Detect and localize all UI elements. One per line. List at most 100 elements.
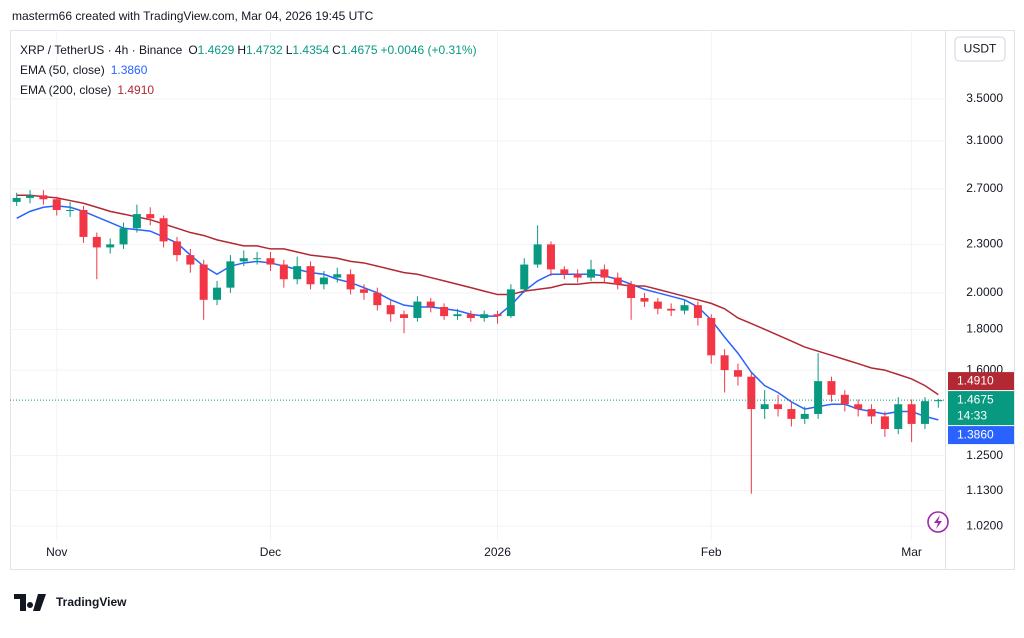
candle-body <box>92 236 101 248</box>
candle-body <box>720 355 729 371</box>
x-tick-label: Dec <box>260 545 281 559</box>
currency-button[interactable] <box>954 36 1006 62</box>
candle-body <box>239 258 248 262</box>
candle-body <box>493 314 502 317</box>
candle-body <box>707 317 716 356</box>
ohlc-label: O <box>188 43 198 57</box>
candle-body <box>199 264 208 300</box>
candle-body <box>119 228 128 245</box>
x-tick-label: Nov <box>46 545 67 559</box>
plot <box>10 30 945 540</box>
ohlc-value: 1.4354 <box>292 43 330 57</box>
candle-body <box>653 301 662 309</box>
candle-body <box>159 218 168 242</box>
candle-body <box>800 413 809 419</box>
candle-body <box>827 381 836 395</box>
candle-body <box>627 284 636 299</box>
candle-body <box>359 289 368 293</box>
ohlc-value: 1.4675 <box>340 43 378 57</box>
candle-body <box>226 261 235 288</box>
y-tick-label: 1.2500 <box>966 448 1003 462</box>
last-price-label-box <box>948 391 1014 426</box>
candle-body <box>814 381 823 414</box>
symbol-row: XRP / TetherUS · 4h · Binance O1.4629 H1.4… <box>20 40 480 60</box>
candle-body <box>319 277 328 285</box>
candle-body <box>533 244 542 265</box>
candle-body <box>520 264 529 290</box>
ema-row: EMA (50, close) 1.3860 <box>20 60 480 80</box>
ema-row: EMA (200, close) 1.4910 <box>20 80 480 100</box>
candle-body <box>440 306 449 317</box>
candle-body <box>466 314 475 318</box>
candle-body <box>546 244 555 270</box>
y-tick-label: 2.3000 <box>966 237 1003 251</box>
candle-body <box>747 376 756 410</box>
candle-body <box>733 370 742 377</box>
candle-body <box>253 258 262 260</box>
x-tick-label: Mar <box>901 545 922 559</box>
y-tick-label: 1.0200 <box>966 518 1003 532</box>
candle-body <box>400 314 409 318</box>
candle-body <box>560 269 569 275</box>
candle-body <box>426 301 435 307</box>
candle-body <box>293 266 302 280</box>
candle-body <box>880 416 889 430</box>
ema-name: EMA (200, close) <box>20 83 112 97</box>
symbol: XRP / TetherUS · 4h · Binance <box>20 43 183 57</box>
candle-body <box>480 314 489 318</box>
candle-body <box>413 301 422 318</box>
ohlc-value: 1.4732 <box>246 43 283 57</box>
candle-body <box>66 209 75 211</box>
candle-body <box>26 195 35 198</box>
candle-body <box>386 305 395 315</box>
candle-body <box>894 404 903 430</box>
candle-body <box>266 258 275 265</box>
ema-value: 1.3860 <box>110 63 148 77</box>
lightning-bolt <box>934 515 942 529</box>
candle-body <box>146 214 155 219</box>
candle-body <box>333 274 342 278</box>
ohlc-value: 1.4629 <box>197 43 235 57</box>
candle-body <box>186 255 195 265</box>
candle-body <box>774 404 783 410</box>
y-tick-label: 3.5000 <box>966 91 1003 105</box>
x-tick-label: 2026 <box>484 545 511 559</box>
candle-body <box>787 409 796 419</box>
logo-mark <box>14 594 46 611</box>
ema-line <box>16 205 939 421</box>
candle-body <box>453 314 462 317</box>
y-tick-label: 2.0000 <box>966 285 1003 299</box>
legend: XRP / TetherUS · 4h · Binance O1.4629 H1.4… <box>20 40 480 100</box>
candle-body <box>854 404 863 410</box>
logo: TradingView <box>14 594 127 611</box>
candle-body <box>132 214 141 229</box>
ema-price-label: 1.3860 <box>957 427 994 441</box>
ema-line <box>16 194 939 396</box>
candle-body <box>573 274 582 278</box>
change: +0.0046 (+0.31%) <box>380 43 477 57</box>
candle-body <box>373 292 382 306</box>
candle-body <box>306 266 315 285</box>
candle-body <box>346 274 355 290</box>
ohlc-label: L <box>285 43 293 57</box>
y-tick-label: 3.1000 <box>966 133 1003 147</box>
x-tick-label: Feb <box>701 545 722 559</box>
candle-body <box>79 209 88 237</box>
ema-value: 1.4910 <box>117 83 155 97</box>
last-price-label: 1.4675 <box>957 392 994 406</box>
candle-body <box>667 308 676 311</box>
candle-body <box>613 277 622 285</box>
currency[interactable]: USDT <box>964 42 997 56</box>
candle-body <box>640 298 649 302</box>
caption: masterm66 created with TradingView.com, … <box>12 9 374 23</box>
candle-body <box>52 199 61 210</box>
brand: TradingView <box>56 595 127 609</box>
chart-frame <box>10 30 1015 570</box>
y-tick-label: 1.1300 <box>966 483 1003 497</box>
candle-body <box>907 404 916 424</box>
candle-body <box>587 269 596 278</box>
candle-body <box>213 287 222 300</box>
candle-body <box>920 401 929 424</box>
ema-price-label-box <box>948 372 1014 391</box>
